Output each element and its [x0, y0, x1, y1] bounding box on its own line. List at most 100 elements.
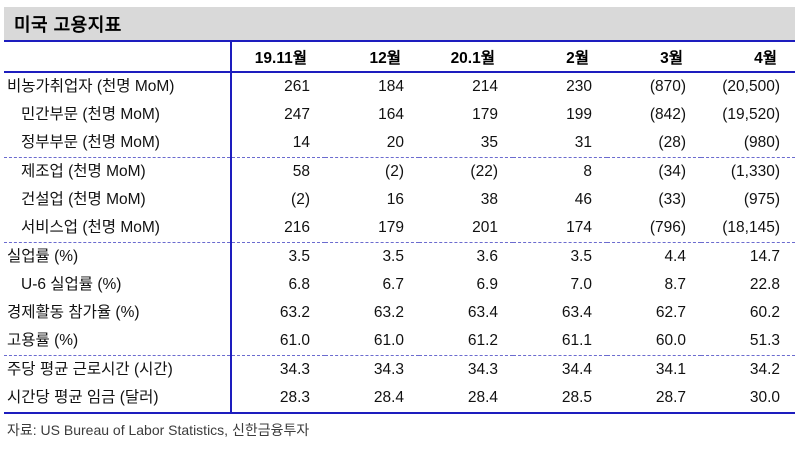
table-row: 시간당 평균 임금 (달러) 28.3 28.4 28.4 28.5 28.7 30.0	[4, 384, 795, 413]
cell-value: 38	[480, 191, 498, 208]
cell-value: 61.0	[373, 332, 404, 349]
row-label: 서비스업 (천명 MoM)	[4, 214, 232, 243]
table-row: 민간부문 (천명 MoM) 247 164 179 199 (842) (19,520)	[4, 101, 795, 129]
cell-value: 61.2	[467, 332, 498, 349]
cell-value: 28.7	[655, 389, 686, 406]
cell-value: 6.9	[476, 276, 498, 293]
row-label: 시간당 평균 임금 (달러)	[4, 384, 232, 413]
report-sheet: 미국 고용지표 19.11월 12월 20.1월 2월 3월 4월 비농가취업자 (천명 …	[4, 7, 795, 438]
cell-value: 184	[378, 78, 404, 95]
cell-value: (33)	[658, 191, 686, 208]
cell-value: 179	[472, 106, 498, 123]
column-header: 20.1월	[419, 41, 513, 73]
cell-value: 230	[566, 78, 592, 95]
cell-value: 6.8	[288, 276, 310, 293]
cell-value: (28)	[658, 134, 686, 151]
source-note: 자료: US Bureau of Labor Statistics, 신한금융투…	[7, 422, 310, 438]
cell-value: (2)	[325, 157, 419, 186]
table-header: 19.11월 12월 20.1월 2월 3월 4월	[4, 41, 795, 73]
cell-value: 174	[566, 219, 592, 236]
row-label: U-6 실업률 (%)	[4, 271, 232, 299]
cell-value: 199	[566, 106, 592, 123]
cell-value: 201	[472, 219, 498, 236]
cell-value: 30.0	[749, 389, 780, 406]
table-row: 제조업 (천명 MoM) 58 (2) (22) 8 (34) (1,330)	[4, 157, 795, 186]
cell-value: 16	[386, 191, 404, 208]
cell-value: 7.0	[570, 276, 592, 293]
cell-value: 28.4	[373, 389, 404, 406]
cell-value: 14	[292, 134, 310, 151]
row-label: 민간부문 (천명 MoM)	[4, 101, 232, 129]
cell-value: 63.4	[467, 304, 498, 321]
table-row: 실업률 (%) 3.5 3.5 3.6 3.5 4.4 14.7	[4, 242, 795, 271]
cell-value: 8	[513, 157, 607, 186]
table-row: 비농가취업자 (천명 MoM) 261 184 214 230 (870) (20,500)	[4, 72, 795, 101]
cell-value: (18,145)	[722, 219, 780, 236]
cell-value: 14.7	[701, 242, 795, 271]
header-empty-cell	[4, 41, 232, 73]
cell-value: (20,500)	[722, 78, 780, 95]
cell-value: 51.3	[749, 332, 780, 349]
cell-value: 31	[574, 134, 592, 151]
cell-value: 179	[378, 219, 404, 236]
cell-value: 34.2	[701, 355, 795, 384]
cell-value: 214	[472, 78, 498, 95]
row-label: 주당 평균 근로시간 (시간)	[4, 355, 232, 384]
column-header: 12월	[325, 41, 419, 73]
cell-value: 3.5	[325, 242, 419, 271]
table-row: 고용률 (%) 61.0 61.0 61.2 61.1 60.0 51.3	[4, 327, 795, 356]
cell-value: 20	[386, 134, 404, 151]
cell-value: (2)	[291, 191, 310, 208]
cell-value: 34.1	[607, 355, 701, 384]
cell-value: 63.2	[279, 304, 310, 321]
row-label: 제조업 (천명 MoM)	[4, 157, 232, 186]
cell-value: 22.8	[749, 276, 780, 293]
cell-value: (19,520)	[722, 106, 780, 123]
column-header: 19.11월	[231, 41, 325, 73]
cell-value: 6.7	[382, 276, 404, 293]
cell-value: (1,330)	[701, 157, 795, 186]
cell-value: 28.5	[561, 389, 592, 406]
cell-value: 63.2	[373, 304, 404, 321]
cell-value: 34.3	[325, 355, 419, 384]
cell-value: (796)	[649, 219, 686, 236]
cell-value: 28.3	[279, 389, 310, 406]
cell-value: 60.2	[749, 304, 780, 321]
cell-value: 61.0	[279, 332, 310, 349]
column-header: 3월	[607, 41, 701, 73]
table-row: 경제활동 참가율 (%) 63.2 63.2 63.4 63.4 62.7 60.2	[4, 299, 795, 327]
cell-value: (22)	[419, 157, 513, 186]
table-row: 정부부문 (천명 MoM) 14 20 35 31 (28) (980)	[4, 129, 795, 158]
employment-indicators-table: 19.11월 12월 20.1월 2월 3월 4월 비농가취업자 (천명 MoM) 261 1…	[4, 40, 795, 414]
cell-value: 4.4	[607, 242, 701, 271]
cell-value: (870)	[649, 78, 686, 95]
row-label: 정부부문 (천명 MoM)	[4, 129, 232, 158]
title-band: 미국 고용지표	[4, 7, 795, 40]
cell-value: (34)	[607, 157, 701, 186]
cell-value: 28.4	[467, 389, 498, 406]
cell-value: 62.7	[655, 304, 686, 321]
cell-value: 3.6	[419, 242, 513, 271]
cell-value: 35	[480, 134, 498, 151]
cell-value: 61.1	[561, 332, 592, 349]
table-body: 비농가취업자 (천명 MoM) 261 184 214 230 (870) (20,500)…	[4, 72, 795, 413]
page-title: 미국 고용지표	[14, 14, 122, 35]
cell-value: 46	[574, 191, 592, 208]
table-row: U-6 실업률 (%) 6.8 6.7 6.9 7.0 8.7 22.8	[4, 271, 795, 299]
row-label: 고용률 (%)	[4, 327, 232, 356]
cell-value: 3.5	[231, 242, 325, 271]
cell-value: 247	[284, 106, 310, 123]
cell-value: 164	[378, 106, 404, 123]
cell-value: 34.3	[231, 355, 325, 384]
row-label: 건설업 (천명 MoM)	[4, 186, 232, 214]
cell-value: (980)	[743, 134, 780, 151]
row-label: 실업률 (%)	[4, 242, 232, 271]
cell-value: 58	[231, 157, 325, 186]
table-row: 주당 평균 근로시간 (시간) 34.3 34.3 34.3 34.4 34.1 34.2	[4, 355, 795, 384]
cell-value: (842)	[649, 106, 686, 123]
column-header: 4월	[701, 41, 795, 73]
header-row: 19.11월 12월 20.1월 2월 3월 4월	[4, 41, 795, 73]
cell-value: 34.3	[419, 355, 513, 384]
table-row: 서비스업 (천명 MoM) 216 179 201 174 (796) (18,145)	[4, 214, 795, 243]
cell-value: 34.4	[513, 355, 607, 384]
